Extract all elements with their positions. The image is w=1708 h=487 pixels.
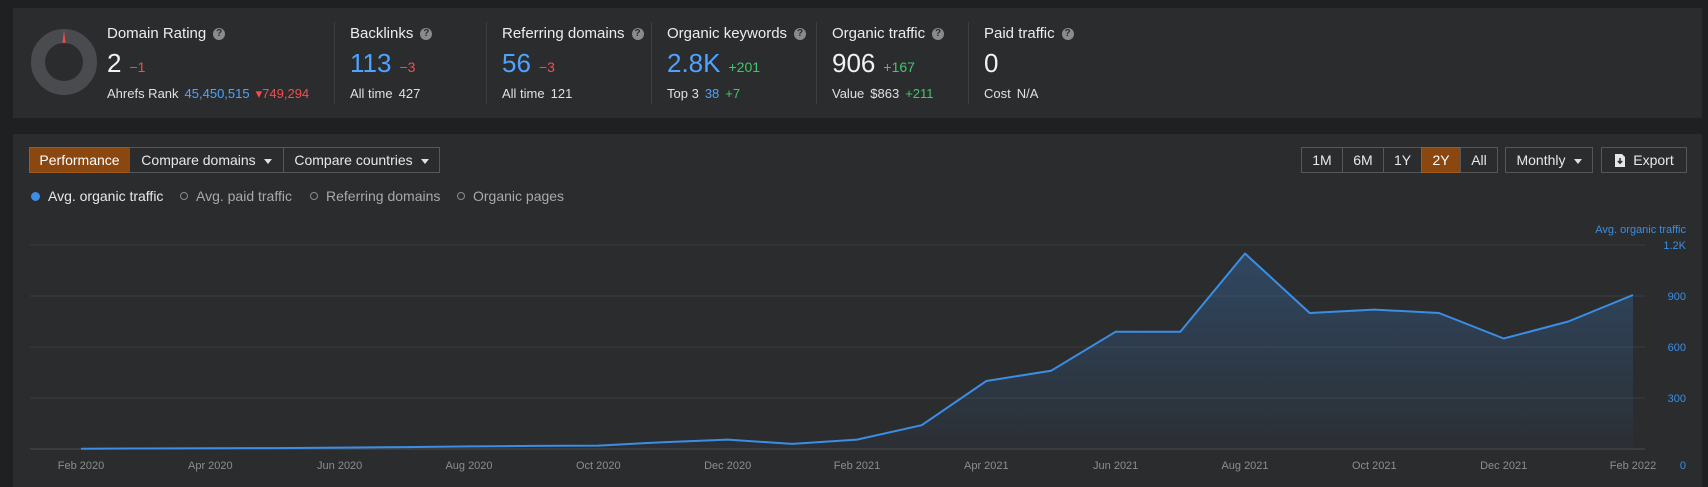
divider (486, 22, 487, 104)
help-icon[interactable]: ? (794, 27, 807, 40)
download-icon (1615, 154, 1626, 167)
legend-dot (457, 192, 465, 200)
x-tick-label: Dec 2020 (704, 460, 751, 472)
x-tick-label: Jun 2021 (1093, 460, 1138, 472)
help-icon[interactable]: ? (420, 27, 433, 40)
organic-keywords-change: +201 (728, 59, 761, 75)
backlinks-label: Backlinks (350, 25, 414, 42)
export-button[interactable]: Export (1601, 147, 1687, 173)
ahrefs-rank-value[interactable]: 45,450,515 (184, 86, 250, 101)
domain-rating-label: Domain Rating (107, 25, 207, 42)
backlinks-all-time-value: 427 (398, 86, 421, 101)
paid-traffic-label: Paid traffic (984, 25, 1055, 42)
range-all[interactable]: All (1460, 147, 1498, 173)
backlinks-all-time-label: All time (350, 86, 393, 101)
series-area-fill (81, 253, 1633, 449)
help-icon[interactable]: ? (631, 27, 644, 40)
cost-value: N/A (1016, 86, 1039, 101)
organic-keywords-value[interactable]: 2.8K (667, 48, 721, 78)
ahrefs-rank-change: 749,294 (262, 86, 310, 101)
x-tick-label: Aug 2020 (445, 460, 492, 472)
legend-label: Avg. organic traffic (48, 188, 164, 204)
x-tick-label: Apr 2020 (188, 460, 233, 472)
x-tick-label: Feb 2020 (58, 460, 104, 472)
organic-traffic-label: Organic traffic (832, 25, 926, 42)
y-tick-label: 600 (1668, 342, 1686, 354)
domain-rating-value: 2 (107, 48, 122, 78)
x-tick-label: Apr 2021 (964, 460, 1009, 472)
legend-label: Organic pages (473, 188, 565, 204)
x-tick-label: Feb 2022 (1610, 460, 1656, 472)
legend-dot (180, 192, 188, 200)
referring-domains-label: Referring domains (502, 25, 625, 42)
chevron-down-icon (1573, 158, 1582, 164)
referring-domains-all-time-label: All time (502, 86, 545, 101)
legend-organic-pages[interactable]: Organic pages (457, 188, 564, 204)
interval-select[interactable]: Monthly (1505, 147, 1593, 173)
help-icon[interactable]: ? (213, 27, 226, 40)
legend-referring-domains[interactable]: Referring domains (310, 188, 440, 204)
x-tick-label: Jun 2020 (317, 460, 362, 472)
divider (651, 22, 652, 104)
referring-domains-change: −3 (538, 59, 555, 75)
tab-compare-domains-label: Compare domains (141, 152, 256, 168)
referring-domains-value[interactable]: 56 (502, 48, 531, 78)
chevron-down-icon (263, 158, 272, 164)
top3-change: +7 (725, 86, 741, 101)
ahrefs-rank-down-icon: ▾ (255, 86, 263, 101)
range-1y[interactable]: 1Y (1383, 147, 1422, 173)
referring-domains-all-time-value: 121 (550, 86, 573, 101)
ahrefs-rank-label: Ahrefs Rank (107, 86, 179, 101)
legend-avg-paid-traffic[interactable]: Avg. paid traffic (180, 188, 292, 204)
y-tick-label: 0 (1680, 460, 1686, 472)
organic-keywords-label: Organic keywords (667, 25, 788, 42)
x-tick-label: Feb 2021 (834, 460, 880, 472)
y-tick-label: 300 (1668, 393, 1686, 405)
traffic-value-label: Value (832, 86, 865, 101)
domain-rating-change: −1 (129, 59, 146, 75)
paid-traffic-value: 0 (984, 48, 999, 78)
chevron-down-icon (420, 158, 429, 164)
top3-value[interactable]: 38 (704, 86, 720, 101)
metrics-panel: Domain Rating? 2 −1 Ahrefs Rank 45,450,515… (13, 8, 1702, 118)
x-tick-label: Aug 2021 (1221, 460, 1268, 472)
divider (334, 22, 335, 104)
range-2y[interactable]: 2Y (1421, 147, 1461, 173)
interval-label: Monthly (1516, 152, 1566, 168)
traffic-value-change: +211 (905, 86, 934, 101)
traffic-value-amount: $863 (870, 86, 900, 101)
backlinks-value[interactable]: 113 (350, 48, 392, 78)
organic-traffic-value: 906 (832, 48, 876, 78)
legend-label: Avg. paid traffic (196, 188, 292, 204)
range-6m[interactable]: 6M (1342, 147, 1384, 173)
y-tick-label: 900 (1668, 291, 1686, 303)
tab-compare-domains[interactable]: Compare domains (129, 147, 284, 173)
x-tick-label: Oct 2021 (1352, 460, 1397, 472)
help-icon[interactable]: ? (1061, 27, 1074, 40)
y-tick-label: 1.2K (1663, 240, 1686, 252)
series-line-avg-organic-traffic (80, 252, 1634, 450)
legend-dot (31, 191, 40, 201)
legend-label: Referring domains (326, 188, 441, 204)
divider (968, 22, 969, 104)
domain-rating-gauge (31, 29, 97, 95)
x-tick-label: Oct 2020 (576, 460, 621, 472)
tab-compare-countries[interactable]: Compare countries (283, 147, 440, 173)
top3-label: Top 3 (667, 86, 699, 101)
legend-avg-organic-traffic[interactable]: Avg. organic traffic (31, 188, 163, 204)
x-tick-label: Dec 2021 (1480, 460, 1527, 472)
tab-performance[interactable]: Performance (29, 147, 130, 173)
export-label: Export (1633, 152, 1674, 168)
cost-label: Cost (984, 86, 1011, 101)
organic-traffic-change: +167 (883, 59, 915, 75)
tab-compare-countries-label: Compare countries (294, 152, 413, 168)
y-axis-title: Avg. organic traffic (1595, 224, 1686, 236)
divider (816, 22, 817, 104)
legend-dot (310, 192, 318, 200)
help-icon[interactable]: ? (932, 27, 945, 40)
backlinks-change: −3 (399, 59, 416, 75)
